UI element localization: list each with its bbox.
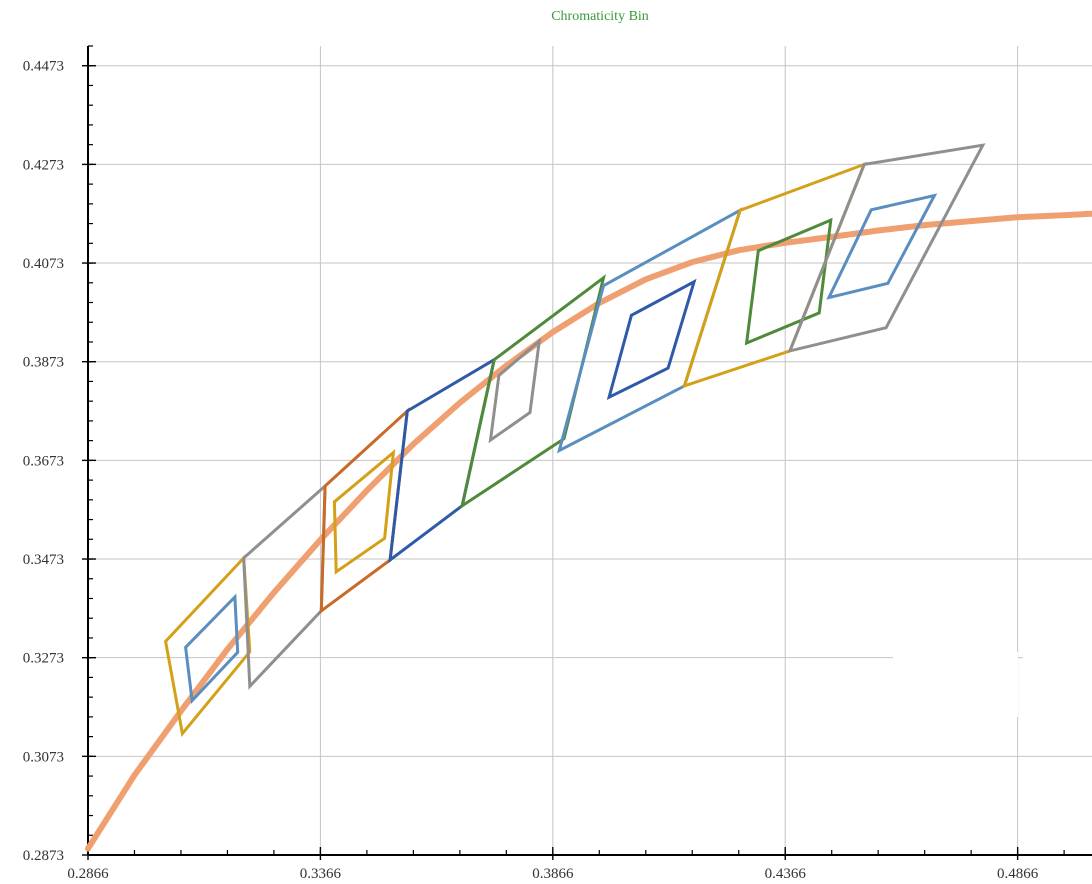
grid-lines (88, 46, 1092, 855)
x-tick-label: 0.4366 (765, 866, 807, 882)
y-tick-label: 0.3473 (23, 552, 64, 568)
chromaticity-bin-14 (826, 193, 938, 300)
chromaticity-bin-11 (744, 217, 833, 346)
planckian-locus-curve (85, 210, 1092, 852)
chromaticity-bin-10 (606, 278, 697, 401)
white-mask (893, 652, 1018, 717)
y-tick-label: 0.3873 (23, 355, 64, 371)
x-tick-label: 0.4866 (997, 866, 1039, 882)
x-tick-label: 0.3366 (300, 866, 342, 882)
chart-title: Chromaticity Bin (551, 9, 649, 24)
plot-series (85, 143, 1092, 852)
x-tick-label: 0.2866 (67, 866, 109, 882)
y-tick-label: 0.3673 (23, 453, 64, 469)
chromaticity-bin-9 (556, 207, 743, 454)
chromaticity-bin-2 (184, 593, 240, 704)
y-tick-label: 0.4073 (23, 256, 64, 272)
tick-labels: 0.2866 0.3366 0.3866 0.4366 0.4866 0.2873 0.30… (23, 59, 1039, 882)
white-mask-right (1023, 652, 1092, 660)
x-tick-label: 0.3866 (532, 866, 574, 882)
y-tick-label: 0.3073 (23, 749, 64, 765)
y-tick-label: 0.4273 (23, 157, 64, 173)
axes (82, 45, 1092, 860)
y-tick-label: 0.2873 (23, 848, 64, 864)
chromaticity-bin-5 (332, 448, 396, 575)
chromaticity-bin-7 (488, 337, 542, 444)
chromaticity-bin-3 (242, 482, 327, 690)
chromaticity-bin-12 (682, 161, 867, 389)
y-tick-label: 0.3273 (23, 651, 64, 667)
y-tick-label: 0.4473 (23, 59, 64, 75)
chromaticity-bin-1 (163, 554, 252, 738)
chromaticity-bin-13 (787, 143, 986, 354)
